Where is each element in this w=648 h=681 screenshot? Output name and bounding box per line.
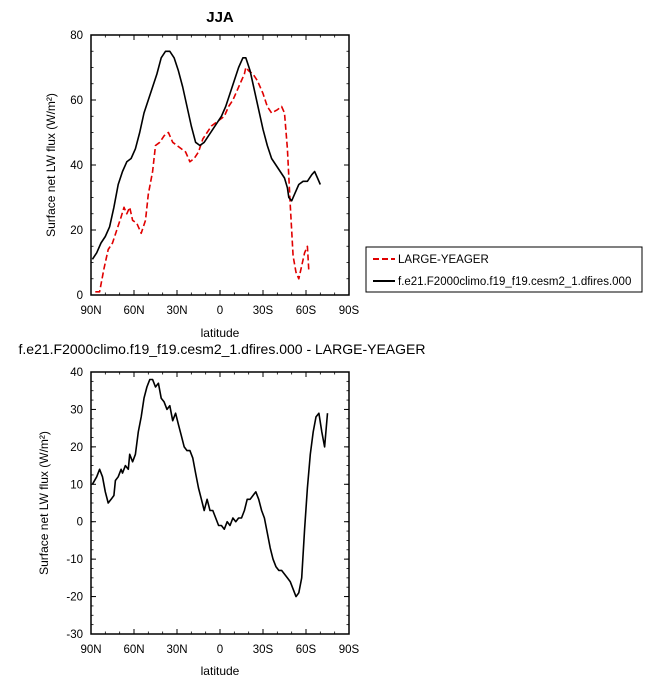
x-tick-label: 90N bbox=[80, 305, 101, 317]
series-lines bbox=[91, 50, 322, 293]
y-tick-label: 0 bbox=[77, 517, 83, 529]
x-tick-label: 60N bbox=[123, 305, 144, 317]
y-tick-label: 40 bbox=[70, 160, 83, 172]
x-tick-label: 60S bbox=[296, 305, 317, 317]
series-line-difference bbox=[91, 378, 329, 598]
y-axis-label: Surface net LW flux (W/m²) bbox=[44, 93, 58, 237]
legend-label-large-yeager: LARGE-YEAGER bbox=[398, 254, 489, 266]
x-tick-label: 0 bbox=[217, 644, 223, 656]
x-tick-label: 30S bbox=[253, 644, 274, 656]
x-tick-label: 30N bbox=[166, 305, 187, 317]
x-tick-label: 30N bbox=[166, 644, 187, 656]
x-axis-label: latitude bbox=[201, 326, 240, 340]
y-tick-label: -10 bbox=[66, 554, 83, 566]
series-line-large-yeager bbox=[95, 66, 310, 293]
x-tick-label: 30S bbox=[253, 305, 274, 317]
legend-box bbox=[365, 246, 643, 293]
x-tick-label: 90S bbox=[339, 305, 360, 317]
y-tick-label: 20 bbox=[70, 225, 83, 237]
y-tick-label: 0 bbox=[77, 290, 83, 302]
top-chart: JJA Surface net LW flux (W/m²) latitude … bbox=[44, 9, 360, 340]
legend: LARGE-YEAGER f.e21.F2000climo.f19_f19.ce… bbox=[365, 246, 643, 293]
plot-frame bbox=[90, 371, 350, 635]
x-tick-label: 60N bbox=[123, 644, 144, 656]
x-axis-label: latitude bbox=[201, 664, 240, 678]
x-tick-label: 90N bbox=[80, 644, 101, 656]
y-tick-label: 40 bbox=[70, 367, 83, 379]
chart-title: f.e21.F2000climo.f19_f19.cesm2_1.dfires.… bbox=[19, 341, 426, 357]
y-tick-label: 80 bbox=[70, 30, 83, 42]
chart-title: JJA bbox=[206, 9, 234, 26]
plot-frame bbox=[90, 34, 350, 296]
y-tick-label: -30 bbox=[66, 629, 83, 641]
x-tick-label: 0 bbox=[217, 305, 223, 317]
series-line-f-e21-f2000climo-f19-f19-cesm2-1-dfires-000 bbox=[91, 50, 322, 260]
y-axis-label: Surface net LW flux (W/m²) bbox=[37, 431, 51, 575]
y-tick-label: 30 bbox=[70, 404, 83, 416]
x-tick-label: 60S bbox=[296, 644, 317, 656]
bottom-chart: f.e21.F2000climo.f19_f19.cesm2_1.dfires.… bbox=[19, 341, 426, 678]
x-tick-label: 90S bbox=[339, 644, 360, 656]
y-tick-label: 10 bbox=[70, 479, 83, 491]
y-tick-label: -20 bbox=[66, 592, 83, 604]
legend-label-cesm2: f.e21.F2000climo.f19_f19.cesm2_1.dfires.… bbox=[398, 276, 631, 288]
y-tick-label: 60 bbox=[70, 95, 83, 107]
y-tick-label: 20 bbox=[70, 442, 83, 454]
series-lines bbox=[91, 378, 329, 598]
